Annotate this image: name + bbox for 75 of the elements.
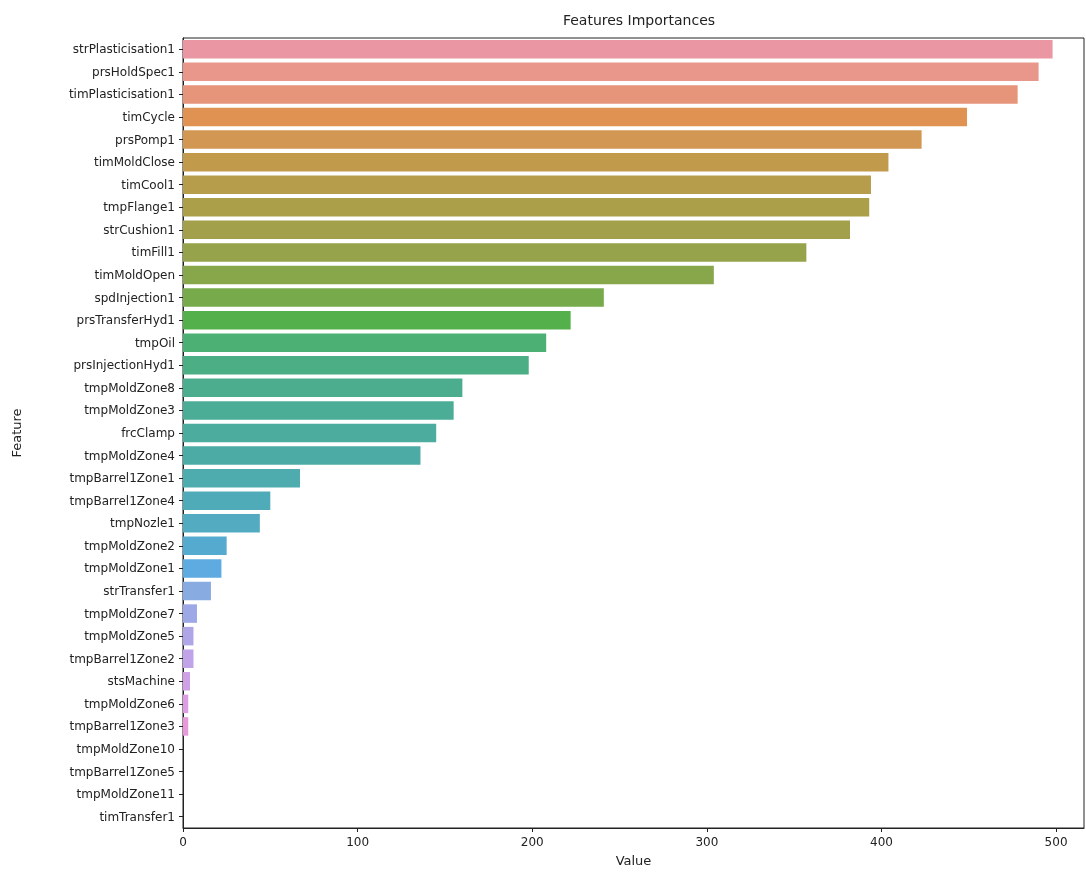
y-tick-label: tmpMoldZone8 bbox=[84, 380, 175, 395]
bar bbox=[183, 401, 454, 420]
y-tick-label: timMoldClose bbox=[93, 155, 175, 170]
bar bbox=[183, 626, 194, 646]
y-tick-label: frcClamp bbox=[121, 426, 175, 440]
bar bbox=[183, 694, 189, 714]
y-tick-label: tmpMoldZone5 bbox=[84, 629, 175, 644]
bar bbox=[183, 288, 604, 307]
y-tick-label: prsHoldSpec1 bbox=[92, 64, 175, 79]
y-tick-label: prsPomp1 bbox=[115, 132, 175, 147]
bar bbox=[183, 198, 870, 217]
y-tick-label: timCool1 bbox=[121, 177, 175, 192]
y-tick-label: prsTransferHyd1 bbox=[76, 313, 175, 328]
bar bbox=[183, 446, 421, 465]
y-tick-label: tmpMoldZone10 bbox=[76, 742, 175, 756]
y-tick-label: spdInjection1 bbox=[94, 290, 175, 305]
y-tick-label: stsMachine bbox=[107, 674, 175, 689]
y-tick-label: tmpBarrel1Zone2 bbox=[69, 651, 175, 666]
bar bbox=[183, 649, 194, 668]
bar bbox=[183, 559, 222, 578]
y-tick-label: strCushion1 bbox=[103, 222, 175, 237]
y-tick-label: tmpBarrel1Zone1 bbox=[69, 471, 175, 486]
bar bbox=[183, 536, 227, 556]
bar bbox=[183, 581, 211, 601]
x-tick-label: 500 bbox=[1044, 835, 1068, 849]
x-tick-label: 100 bbox=[346, 835, 370, 849]
y-tick-label: timTransfer1 bbox=[99, 809, 175, 824]
bar bbox=[183, 40, 1053, 59]
bar bbox=[183, 717, 189, 736]
y-tick-label: timPlasticisation1 bbox=[68, 87, 175, 102]
bar bbox=[183, 672, 190, 691]
y-tick-label: tmpBarrel1Zone3 bbox=[69, 719, 175, 734]
y-tick-label: tmpMoldZone6 bbox=[84, 696, 175, 711]
bar bbox=[183, 423, 437, 443]
y-tick-label: strPlasticisation1 bbox=[72, 42, 175, 57]
y-axis-title: Feature bbox=[9, 408, 24, 458]
y-tick-label: tmpMoldZone3 bbox=[84, 403, 175, 418]
y-tick-label: tmpNozle1 bbox=[110, 516, 175, 531]
bar bbox=[183, 175, 871, 194]
y-tick-label: tmpBarrel1Zone4 bbox=[69, 493, 175, 508]
bar bbox=[183, 604, 197, 623]
bar bbox=[183, 243, 807, 262]
bar bbox=[183, 152, 889, 172]
y-tick-label: timCycle bbox=[122, 110, 175, 124]
bar bbox=[183, 491, 271, 510]
bar bbox=[183, 62, 1039, 82]
bar bbox=[183, 468, 300, 488]
bar bbox=[183, 265, 714, 285]
bar bbox=[183, 310, 571, 330]
bar bbox=[183, 333, 547, 352]
x-tick-label: 400 bbox=[870, 835, 893, 849]
x-tick-label: 0 bbox=[179, 835, 187, 849]
y-tick-label: timMoldOpen bbox=[94, 268, 175, 282]
y-tick-label: timFill1 bbox=[131, 245, 175, 260]
x-axis-title: Value bbox=[615, 853, 652, 868]
bar bbox=[183, 107, 968, 127]
y-tick-label: tmpBarrel1Zone5 bbox=[69, 764, 175, 779]
y-tick-label: tmpMoldZone4 bbox=[84, 448, 175, 463]
y-tick-label: tmpMoldZone11 bbox=[76, 787, 175, 802]
bar bbox=[183, 514, 260, 533]
y-tick-label: strTransfer1 bbox=[103, 584, 175, 598]
y-tick-label: tmpMoldZone2 bbox=[84, 538, 175, 553]
x-tick-label: 300 bbox=[695, 835, 719, 849]
bar bbox=[183, 356, 529, 375]
y-tick-label: tmpMoldZone7 bbox=[84, 606, 175, 621]
bar bbox=[183, 378, 463, 398]
bar bbox=[183, 130, 922, 149]
y-tick-label: tmpFlange1 bbox=[103, 200, 175, 215]
y-tick-label: tmpMoldZone1 bbox=[84, 561, 175, 576]
chart-title: Features Importances bbox=[562, 12, 716, 28]
y-tick-label: prsInjectionHyd1 bbox=[73, 358, 175, 373]
bar bbox=[183, 220, 851, 240]
bar bbox=[183, 85, 1018, 104]
x-tick-label: 200 bbox=[520, 835, 544, 849]
y-tick-label: tmpOil bbox=[134, 335, 175, 350]
